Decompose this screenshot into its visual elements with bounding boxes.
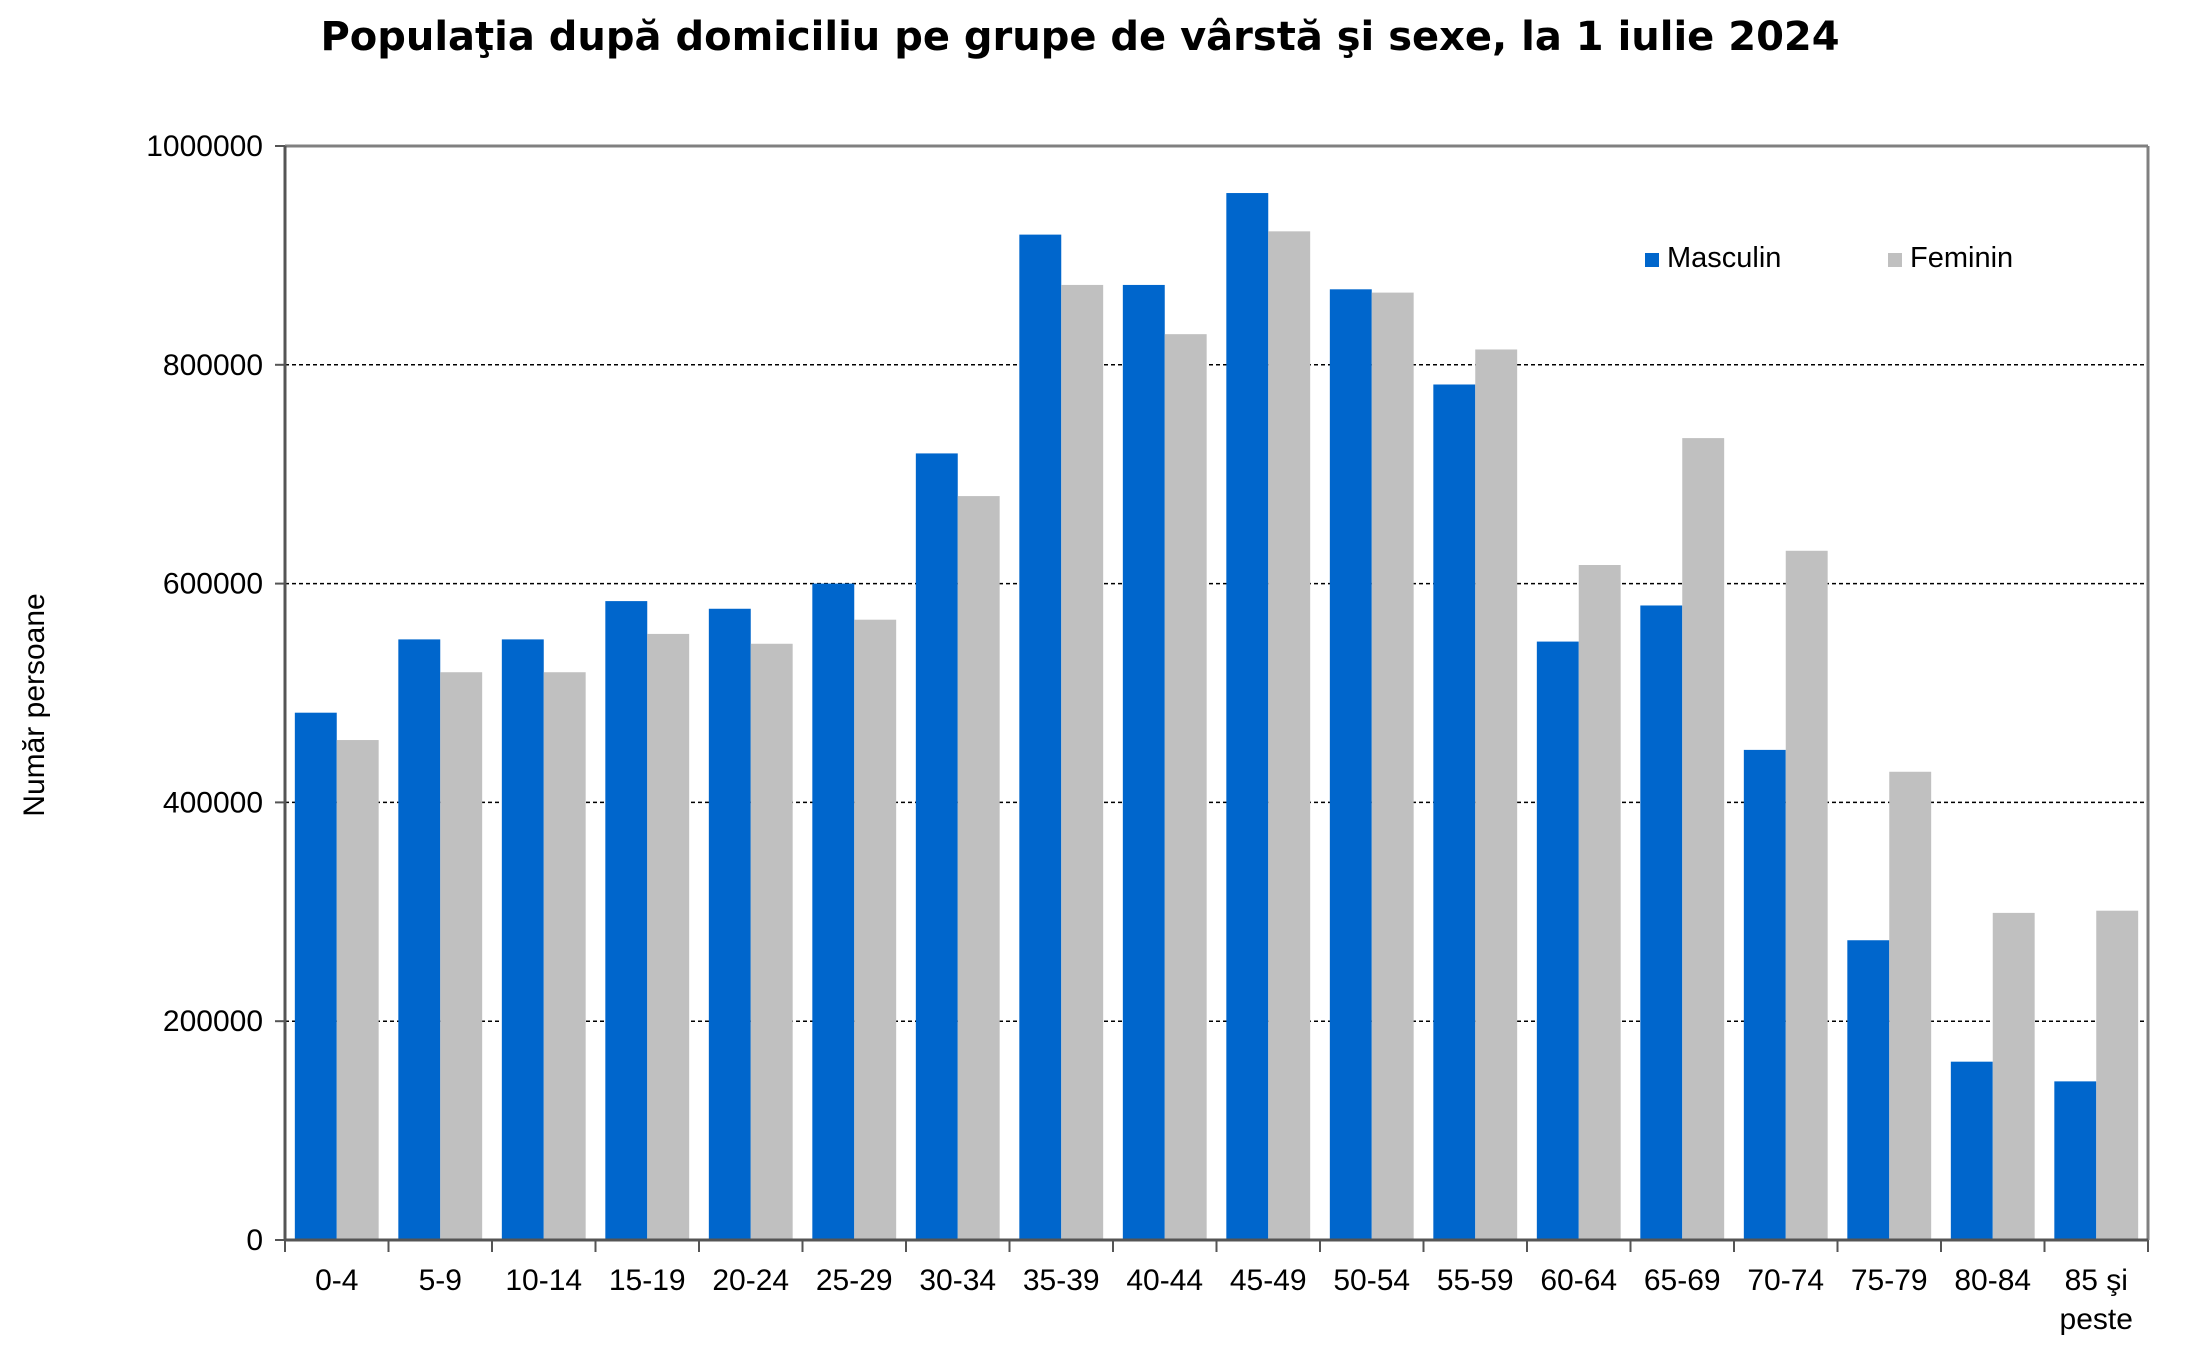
bar-feminin-80-84 — [1992, 912, 2035, 1240]
bar-masculin-40-44 — [1122, 284, 1165, 1240]
x-tick-label: 50-54 — [1333, 1264, 1410, 1297]
bar-feminin-30-34 — [957, 496, 1000, 1241]
x-tick-label: 55-59 — [1437, 1264, 1514, 1297]
x-tick-label: 85 şi peste — [2060, 1264, 2133, 1336]
bar-feminin-70-74 — [1785, 550, 1828, 1240]
bar-masculin-0-4 — [294, 712, 337, 1240]
bar-masculin-15-19 — [605, 601, 648, 1240]
bar-masculin-10-14 — [501, 639, 544, 1240]
bar-feminin-45-49 — [1268, 231, 1311, 1240]
bar-feminin-40-44 — [1164, 334, 1207, 1241]
legend-label-feminin: Feminin — [1910, 242, 2013, 274]
bar-feminin-85-şi-peste — [2096, 910, 2139, 1240]
bar-feminin-15-19 — [647, 633, 690, 1240]
bar-masculin-20-24 — [708, 608, 751, 1240]
y-tick-label: 800000 — [163, 349, 263, 382]
x-tick-label: 10-14 — [505, 1264, 582, 1297]
bar-feminin-50-54 — [1371, 292, 1414, 1240]
legend: Masculin Feminin — [1645, 242, 2013, 274]
bar-masculin-50-54 — [1329, 289, 1372, 1241]
y-tick-label: 200000 — [163, 1005, 263, 1038]
bar-feminin-75-79 — [1889, 771, 1932, 1240]
bar-masculin-65-69 — [1640, 605, 1683, 1240]
bar-masculin-30-34 — [915, 453, 958, 1240]
bar-masculin-5-9 — [398, 639, 441, 1240]
x-tick-label: 40-44 — [1126, 1264, 1203, 1297]
bar-feminin-25-29 — [854, 619, 897, 1240]
legend-swatch-feminin — [1888, 253, 1902, 267]
bar-masculin-80-84 — [1950, 1061, 1993, 1240]
bar-masculin-35-39 — [1019, 234, 1062, 1240]
gridlines — [285, 364, 2148, 1022]
bar-masculin-45-49 — [1226, 193, 1269, 1241]
x-tick-label: 70-74 — [1747, 1264, 1824, 1297]
axes: 0 200000 400000 600000 800000 1000000 0-4 5-9 10… — [146, 130, 2150, 1336]
bar-feminin-55-59 — [1475, 349, 1518, 1240]
bar-feminin-65-69 — [1682, 438, 1725, 1240]
bar-masculin-25-29 — [812, 583, 855, 1240]
bar-feminin-35-39 — [1061, 284, 1104, 1240]
x-tick-label: 75-79 — [1851, 1264, 1928, 1297]
bar-feminin-10-14 — [543, 672, 586, 1240]
x-tick-label: 45-49 — [1230, 1264, 1307, 1297]
x-tick-label: 80-84 — [1954, 1264, 2031, 1297]
x-tick-label: 65-69 — [1644, 1264, 1721, 1297]
chart-title: Populaţia după domiciliu pe grupe de vâr… — [320, 14, 1840, 60]
bar-feminin-60-64 — [1578, 565, 1621, 1240]
legend-swatch-masculin — [1645, 253, 1659, 267]
y-tick-label: 600000 — [163, 568, 263, 601]
x-tick-label: 30-34 — [919, 1264, 996, 1297]
bar-masculin-75-79 — [1847, 940, 1890, 1240]
x-tick-label: 25-29 — [816, 1264, 893, 1297]
bar-masculin-55-59 — [1433, 384, 1476, 1240]
bar-feminin-0-4 — [336, 740, 379, 1240]
y-axis-title: Număr persoane — [18, 593, 51, 816]
bar-feminin-20-24 — [750, 643, 793, 1240]
y-tick-label: 1000000 — [146, 130, 263, 163]
bar-feminin-5-9 — [440, 672, 483, 1240]
x-tick-label: 35-39 — [1023, 1264, 1100, 1297]
x-tick-label: 0-4 — [315, 1264, 358, 1297]
x-tick-label: 20-24 — [712, 1264, 789, 1297]
bar-masculin-60-64 — [1536, 641, 1579, 1240]
bars — [294, 193, 2139, 1241]
x-tick-label: 60-64 — [1540, 1264, 1617, 1297]
x-tick-label: 5-9 — [419, 1264, 462, 1297]
legend-label-masculin: Masculin — [1667, 242, 1781, 274]
bar-masculin-85-şi-peste — [2054, 1081, 2097, 1240]
x-tick-label: 15-19 — [609, 1264, 686, 1297]
bar-masculin-70-74 — [1743, 749, 1786, 1240]
y-tick-label: 400000 — [163, 786, 263, 819]
y-tick-label: 0 — [246, 1224, 263, 1257]
